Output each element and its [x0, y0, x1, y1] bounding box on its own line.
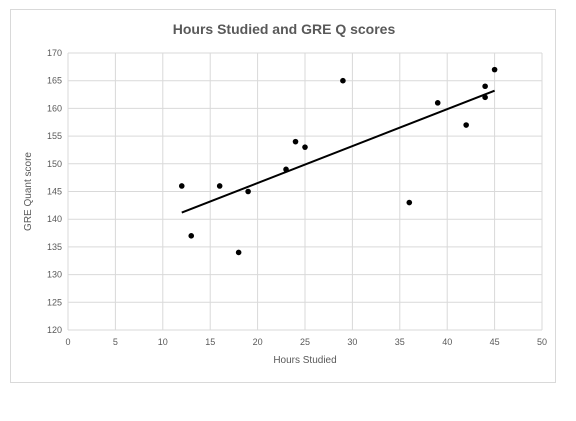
- x-tick-label: 0: [65, 337, 70, 347]
- y-tick-label: 135: [47, 242, 62, 252]
- gridlines: [67, 52, 543, 331]
- y-tick-label: 140: [47, 214, 62, 224]
- x-tick-label: 35: [395, 337, 405, 347]
- x-tick-label: 40: [442, 337, 452, 347]
- x-tick-label: 30: [347, 337, 357, 347]
- data-point: [216, 183, 223, 189]
- x-axis-title: Hours Studied: [273, 355, 336, 366]
- x-tick-label: 25: [300, 337, 310, 347]
- data-point: [406, 199, 413, 206]
- x-tick-label: 20: [253, 337, 263, 347]
- y-tick-label: 165: [47, 76, 62, 86]
- data-point: [302, 144, 308, 150]
- data-point: [340, 77, 346, 84]
- x-tick-label: 50: [537, 337, 547, 347]
- data-point: [283, 166, 289, 173]
- y-tick-label: 125: [47, 297, 62, 307]
- data-points: [178, 66, 498, 256]
- y-tick-label: 145: [47, 187, 62, 197]
- y-tick-label: 120: [47, 325, 62, 335]
- x-tick-label: 10: [158, 337, 168, 347]
- data-point: [434, 100, 441, 106]
- y-tick-label: 130: [47, 270, 62, 280]
- data-point: [245, 188, 251, 195]
- data-point: [491, 66, 498, 73]
- chart-title: Hours Studied and GRE Q scores: [173, 21, 396, 37]
- chart-area: Hours Studied and GRE Q scores 120 125 130…: [10, 9, 556, 383]
- data-point: [235, 249, 242, 256]
- data-point: [482, 94, 488, 101]
- data-point: [482, 83, 488, 90]
- x-tick-label: 15: [205, 337, 215, 347]
- data-point: [292, 138, 299, 145]
- tick-labels: 120 125 130 135 140 145 150 155 160 165 170 0 5 10 15 2…: [47, 48, 547, 347]
- data-point: [463, 122, 469, 128]
- data-point: [188, 233, 195, 239]
- y-tick-label: 150: [47, 159, 62, 169]
- x-tick-label: 45: [490, 337, 500, 347]
- y-axis-title: GRE Quant score: [23, 152, 34, 231]
- trendline: [181, 89, 495, 214]
- y-tick-label: 155: [47, 131, 62, 141]
- x-tick-label: 5: [113, 337, 118, 347]
- y-tick-label: 170: [47, 48, 62, 58]
- y-tick-label: 160: [47, 103, 62, 113]
- scatter-chart: Hours Studied and GRE Q scores 120 125 130…: [23, 21, 547, 366]
- data-point: [178, 183, 185, 189]
